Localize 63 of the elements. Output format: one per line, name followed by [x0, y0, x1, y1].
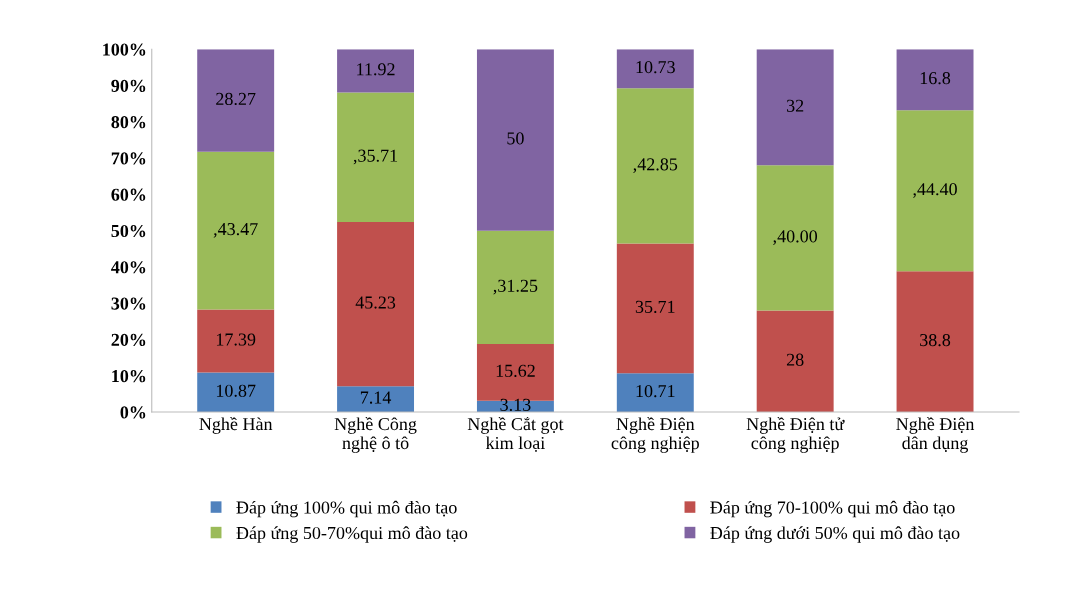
x-tick-label: Nghề Hàn: [199, 416, 273, 434]
bar: [616, 373, 694, 413]
bar: [337, 222, 415, 387]
data-label: 50: [507, 132, 524, 145]
data-label: ,31.25: [493, 279, 538, 295]
bar: [616, 243, 694, 374]
bar: [896, 110, 974, 272]
bar: [197, 372, 275, 413]
y-tick-label: 100%: [103, 43, 146, 56]
bar: [476, 49, 554, 231]
y-tick-label: 80%: [111, 116, 146, 129]
data-label: 15.62: [496, 364, 535, 377]
data-label: 38.8: [920, 333, 951, 347]
data-label: 35.71: [635, 300, 675, 313]
bar: [756, 310, 834, 413]
data-label: ,42.85: [633, 158, 678, 173]
data-label: 11.92: [357, 63, 395, 76]
bar: [476, 230, 554, 345]
data-label: 16.8: [920, 72, 951, 85]
legend-label: Đáp ứng 70-100% qui mô đào tạo: [710, 500, 955, 518]
bar: [896, 271, 974, 413]
bar: [756, 49, 834, 166]
bar: [197, 309, 275, 373]
data-label: 10.87: [216, 384, 256, 397]
y-tick-label: 70%: [111, 152, 146, 165]
data-label: 10.73: [636, 61, 675, 74]
bar: [337, 49, 415, 93]
data-label: ,35.71: [353, 149, 398, 165]
data-label: 28.27: [216, 92, 256, 106]
bar: [896, 49, 974, 111]
x-tick-label: Nghề Cắt gọt kim loại: [467, 416, 564, 452]
data-label: 45.23: [355, 296, 396, 309]
y-tick-label: 60%: [111, 188, 146, 201]
data-label: ,43.47: [213, 223, 258, 238]
data-label: 28: [786, 353, 804, 366]
legend-label: Đáp ứng 100% qui mô đào tạo: [236, 500, 457, 518]
data-label: 32: [787, 99, 804, 112]
x-tick-label: Nghề Điện dân dụng: [896, 416, 975, 453]
x-tick-label: Nghề Công nghệ ô tô: [334, 416, 417, 453]
data-label: 7.14: [360, 391, 392, 404]
bar: [337, 92, 415, 223]
y-tick-label: 40%: [111, 261, 146, 274]
y-tick-label: 30%: [111, 297, 146, 310]
data-label: 3.13: [500, 398, 531, 411]
data-label: ,40.00: [773, 230, 818, 245]
data-label: 10.71: [636, 384, 675, 398]
bar: [616, 88, 694, 244]
y-tick-label: 20%: [111, 333, 146, 346]
y-tick-label: 10%: [112, 370, 146, 383]
bar: [197, 49, 275, 152]
legend-label: Đáp ứng 50-70%qui mô đào tạo: [236, 526, 468, 543]
x-tick-label: Nghề Điện tử công nghiệp: [746, 416, 845, 453]
y-tick-label: 50%: [111, 224, 146, 238]
bar: [337, 386, 415, 413]
y-tick-label: 0%: [120, 406, 146, 419]
legend-label: Đáp ứng dưới 50% qui mô đào tạo: [710, 526, 960, 543]
bar: [616, 49, 694, 89]
x-tick-label: Nghề Điện công nghiệp: [611, 416, 699, 453]
y-tick-label: 90%: [111, 79, 146, 92]
data-label: ,44.40: [913, 183, 957, 198]
data-label: 17.39: [216, 333, 256, 346]
bar: [197, 151, 275, 310]
bar: [756, 165, 834, 311]
